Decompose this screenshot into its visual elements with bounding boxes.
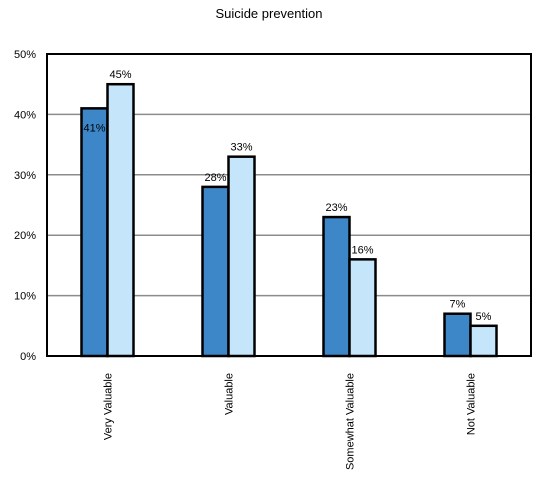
x-axis-category-labels: Very Valuable Valuable Somewhat Valuable No… (103, 373, 478, 470)
y-tick-label: 30% (14, 170, 36, 182)
bar-very-valuable-s1 (80, 107, 109, 358)
bar-valuable-s1 (201, 185, 230, 358)
x-category-label: Somewhat Valuable (345, 373, 357, 470)
y-tick-label: 40% (14, 109, 36, 121)
bar-somewhat-valuable-s2 (348, 258, 377, 358)
data-label: 16% (351, 244, 373, 256)
x-category-label: Not Valuable (466, 373, 478, 435)
y-tick-label: 50% (14, 49, 36, 61)
data-label: 5% (476, 311, 492, 323)
x-category-label: Very Valuable (103, 373, 115, 440)
bar-very-valuable-s2 (106, 82, 135, 358)
bars (80, 82, 498, 358)
data-label: 33% (230, 142, 252, 154)
plot-area-frame (46, 53, 532, 357)
bar-valuable-s2 (227, 155, 256, 358)
y-axis-tick-labels: 0% 10% 20% 30% 40% 50% (14, 49, 36, 363)
data-label: 7% (450, 299, 466, 311)
data-label: 28% (204, 172, 226, 184)
x-category-label: Valuable (224, 373, 236, 415)
bar-somewhat-valuable-s1 (322, 215, 351, 358)
y-tick-label: 10% (14, 291, 36, 303)
chart-title: Suicide prevention (216, 6, 323, 21)
data-label: 23% (325, 202, 347, 214)
bar-not-valuable-s1 (443, 312, 472, 358)
bar-not-valuable-s2 (469, 324, 498, 358)
data-labels: 41% 45% 28% 33% 23% 16% 7% 5% (83, 69, 491, 323)
y-tick-label: 0% (20, 351, 36, 363)
data-label: 45% (109, 69, 131, 81)
y-tick-label: 20% (14, 230, 36, 242)
data-label: 41% (83, 122, 105, 134)
